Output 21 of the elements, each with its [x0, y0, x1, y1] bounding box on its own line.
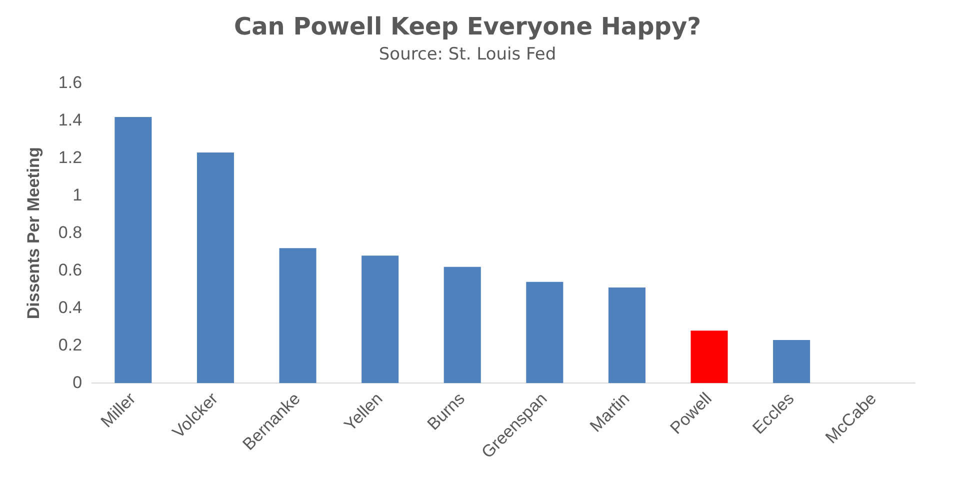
y-tick-label: 1.4	[58, 110, 82, 130]
y-tick-label: 0.2	[58, 335, 82, 354]
y-tick-label: 0	[72, 372, 82, 392]
y-tick-label: 0.6	[58, 260, 82, 280]
bar	[279, 248, 316, 384]
bar	[690, 330, 728, 384]
chart-title: Can Powell Keep Everyone Happy?	[234, 12, 702, 41]
bar	[444, 266, 481, 384]
chart-subtitle: Source: St. Louis Fed	[378, 44, 556, 64]
y-tick-label: 1.6	[58, 72, 82, 92]
bar	[773, 340, 810, 384]
y-tick-label: 1	[72, 185, 82, 204]
bar	[608, 288, 646, 384]
bar	[362, 256, 399, 384]
bar	[526, 282, 564, 384]
y-tick-label: 1.2	[58, 148, 82, 167]
y-tick-label: 0.4	[58, 298, 82, 317]
bar	[196, 152, 234, 384]
bar	[114, 116, 152, 384]
y-tick-label: 0.8	[58, 222, 82, 242]
y-axis-title: Dissents Per Meeting	[24, 147, 43, 320]
